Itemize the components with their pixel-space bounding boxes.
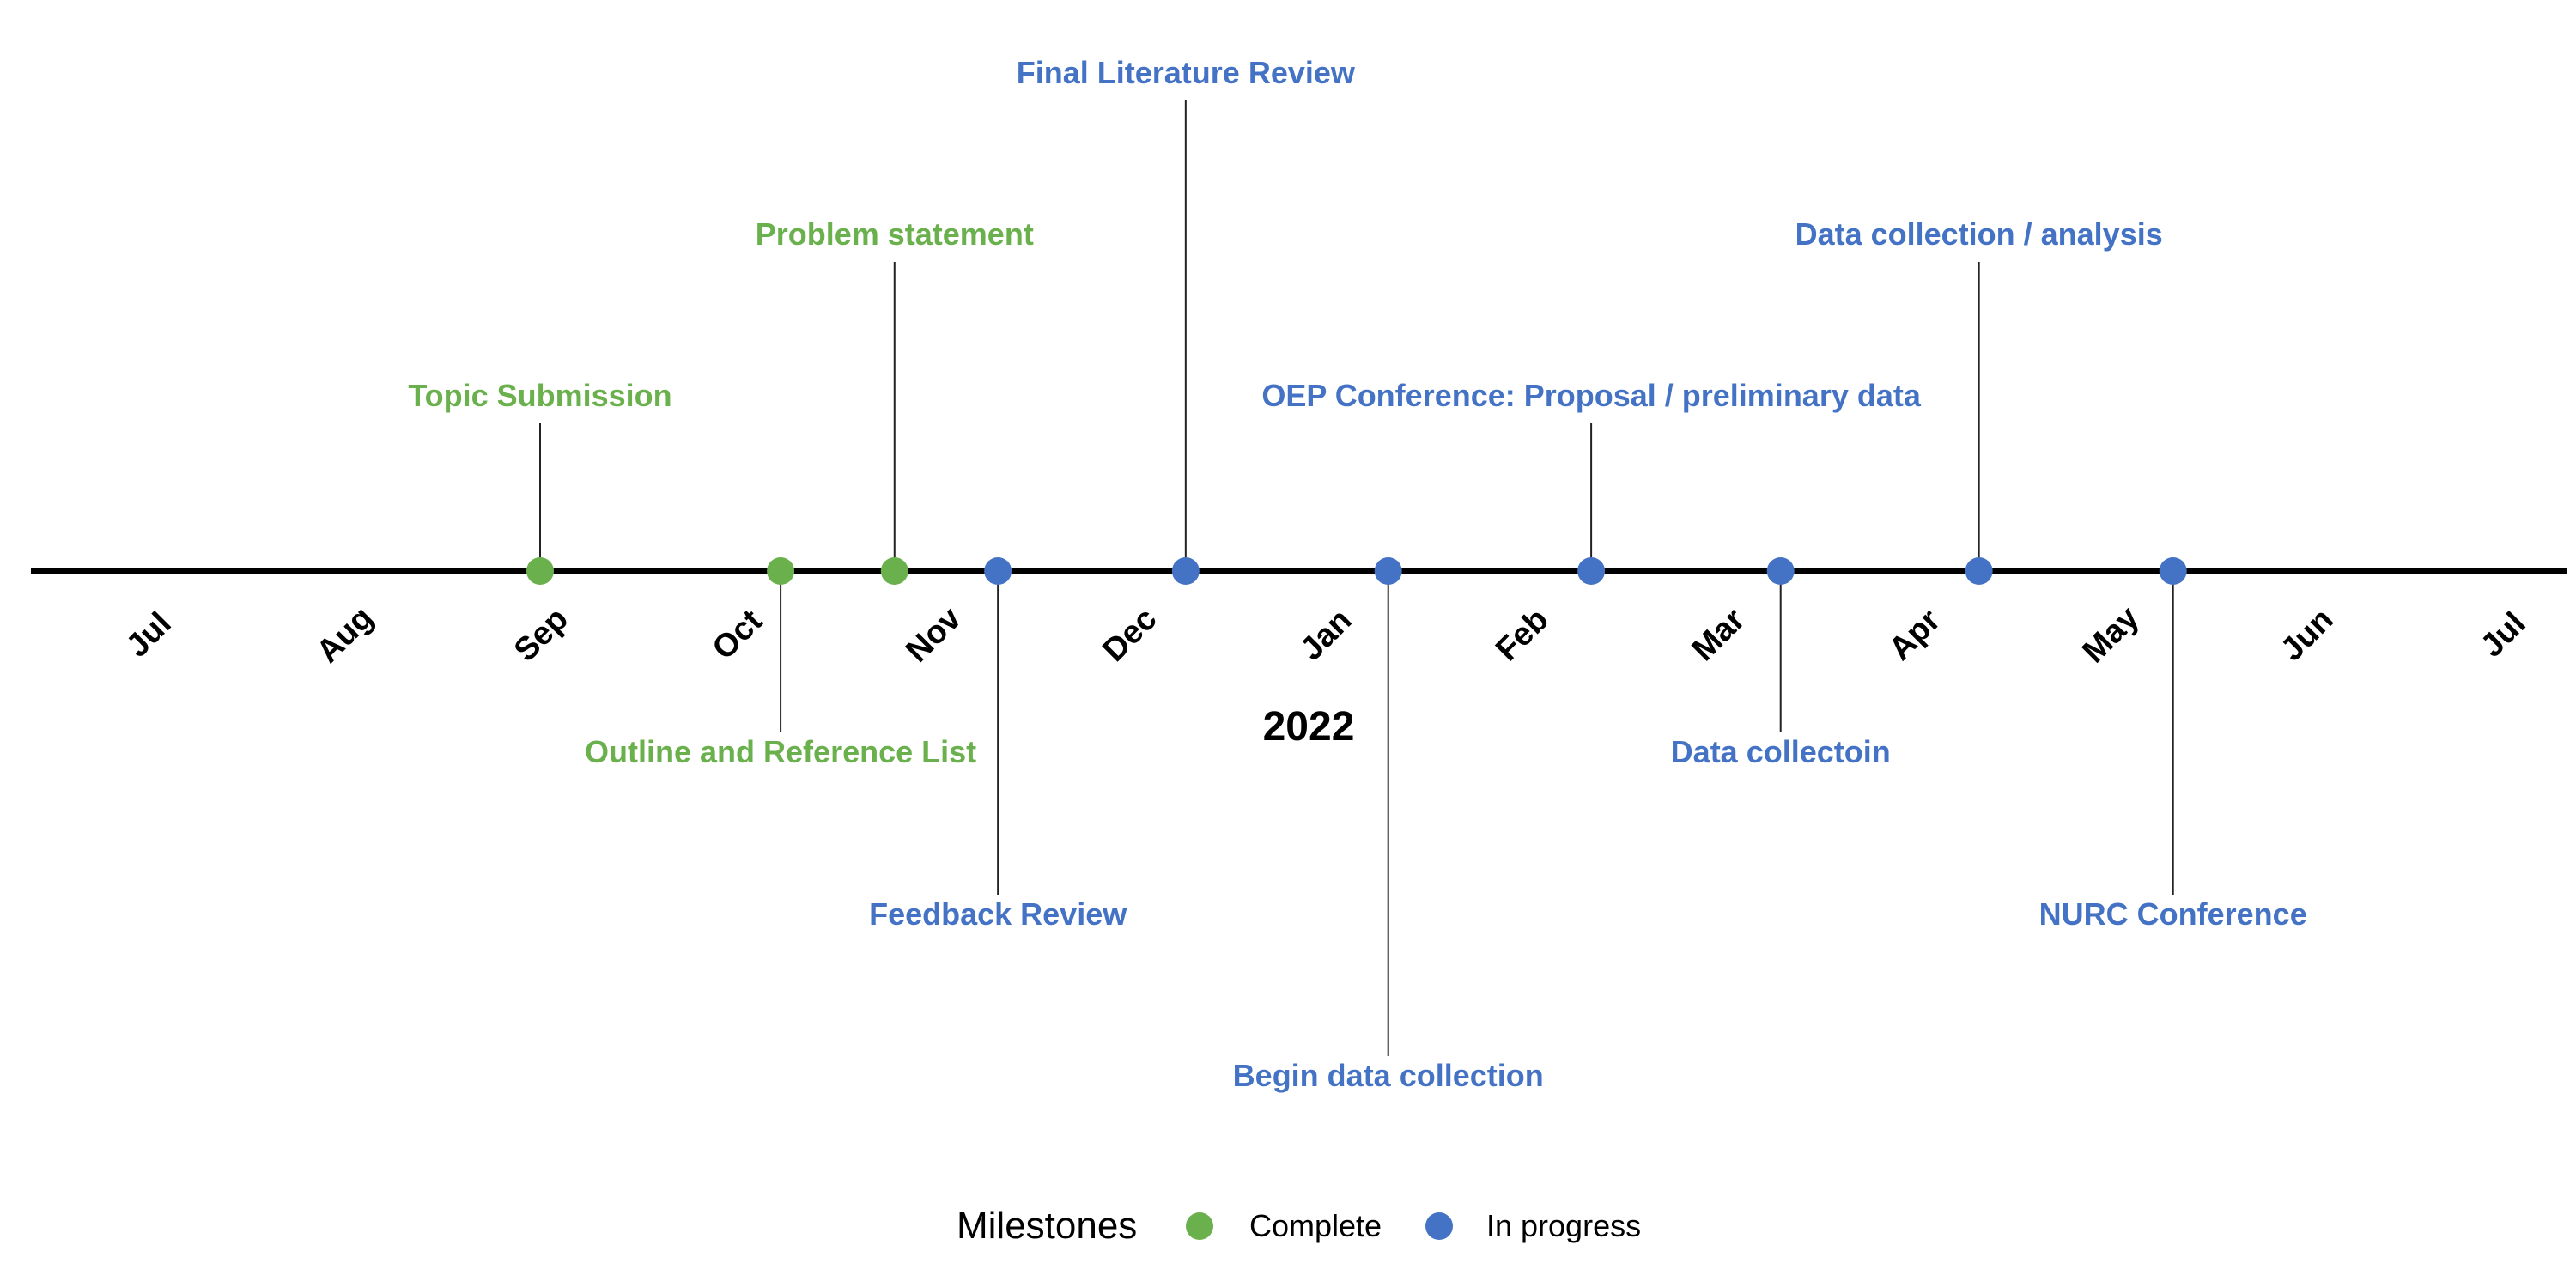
event-connectors: [539, 100, 2174, 1056]
event-marker-8[interactable]: [1965, 557, 1993, 585]
year-label: 2022: [1263, 704, 1355, 750]
event-label-1: Outline and Reference List: [585, 734, 976, 769]
event-marker-4[interactable]: [1171, 557, 1200, 585]
legend-label-complete: Complete: [1249, 1208, 1382, 1243]
month-label-mar-8: Mar: [1686, 602, 1753, 669]
month-label-jul-12: Jul: [2474, 605, 2533, 665]
event-label-3: Feedback Review: [869, 896, 1127, 932]
legend-swatch-complete: [1186, 1212, 1213, 1240]
month-labels: Jul Aug Sep Oct Nov Dec Jan Feb Mar Apr May Jun Jul: [119, 599, 2533, 670]
event-label-2: Problem statement: [756, 216, 1034, 252]
event-label-5: Begin data collection: [1233, 1058, 1544, 1093]
month-label-dec-5: Dec: [1096, 601, 1163, 669]
month-label-jul-0: Jul: [119, 605, 179, 665]
event-label-4: Final Literature Review: [1017, 55, 1356, 90]
event-marker-9[interactable]: [2159, 557, 2187, 585]
month-label-jun-11: Jun: [2274, 602, 2340, 668]
event-marker-6[interactable]: [1577, 557, 1606, 585]
event-label-8: Data collection / analysis: [1795, 216, 2163, 252]
event-marker-7[interactable]: [1766, 557, 1795, 585]
month-label-nov-4: Nov: [899, 600, 968, 669]
legend-title: Milestones: [957, 1205, 1137, 1247]
event-marker-1[interactable]: [767, 557, 795, 585]
month-label-aug-1: Aug: [310, 599, 380, 670]
legend: Milestones Complete In progress: [957, 1205, 1641, 1247]
event-marker-3[interactable]: [984, 557, 1012, 585]
legend-label-in-progress: In progress: [1486, 1208, 1641, 1243]
month-label-sep-2: Sep: [507, 601, 575, 669]
month-label-oct-3: Oct: [706, 603, 770, 667]
event-marker-5[interactable]: [1374, 557, 1402, 585]
month-label-apr-9: Apr: [1882, 602, 1947, 667]
event-marker-2[interactable]: [880, 557, 908, 585]
month-label-feb-7: Feb: [1489, 602, 1555, 668]
month-label-jan-6: Jan: [1293, 602, 1358, 667]
event-markers: [526, 557, 2187, 585]
event-label-7: Data collectoin: [1671, 734, 1891, 769]
event-labels: Topic Submission Outline and Reference Li…: [408, 55, 2306, 1093]
legend-swatch-in-progress: [1425, 1212, 1453, 1240]
month-label-may-10: May: [2075, 599, 2146, 670]
event-label-9: NURC Conference: [2039, 896, 2307, 932]
event-label-6: OEP Conference: Proposal / preliminary d…: [1261, 378, 1922, 413]
event-label-0: Topic Submission: [408, 378, 671, 413]
event-marker-0[interactable]: [526, 557, 554, 585]
